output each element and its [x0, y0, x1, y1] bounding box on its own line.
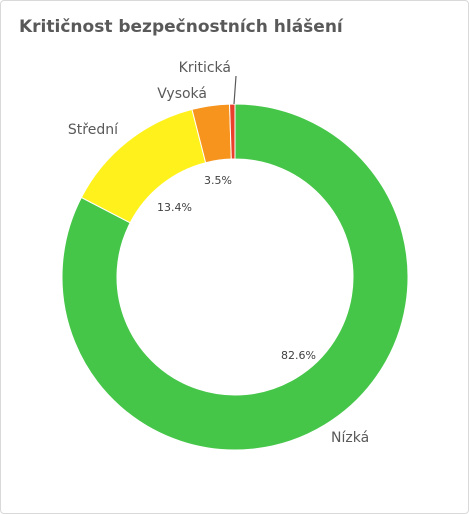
- value-label-stredni: 13.4%: [157, 201, 192, 214]
- slice-label-stredni: Střední: [68, 122, 119, 138]
- value-label-nizka: 82.6%: [281, 349, 316, 362]
- value-label-vysoka: 3.5%: [204, 174, 232, 187]
- slice-nizka[interactable]: [61, 103, 409, 451]
- slice-label-vysoka: Vysoká: [157, 86, 207, 102]
- slice-label-nizka: Nízká: [331, 430, 369, 446]
- slice-label-kriticka: Kritická: [179, 60, 231, 76]
- slice-kriticka[interactable]: [229, 103, 236, 160]
- chart-title: Kritičnost bezpečnostních hlášení: [19, 17, 343, 37]
- leader-line-kriticka: [233, 75, 237, 105]
